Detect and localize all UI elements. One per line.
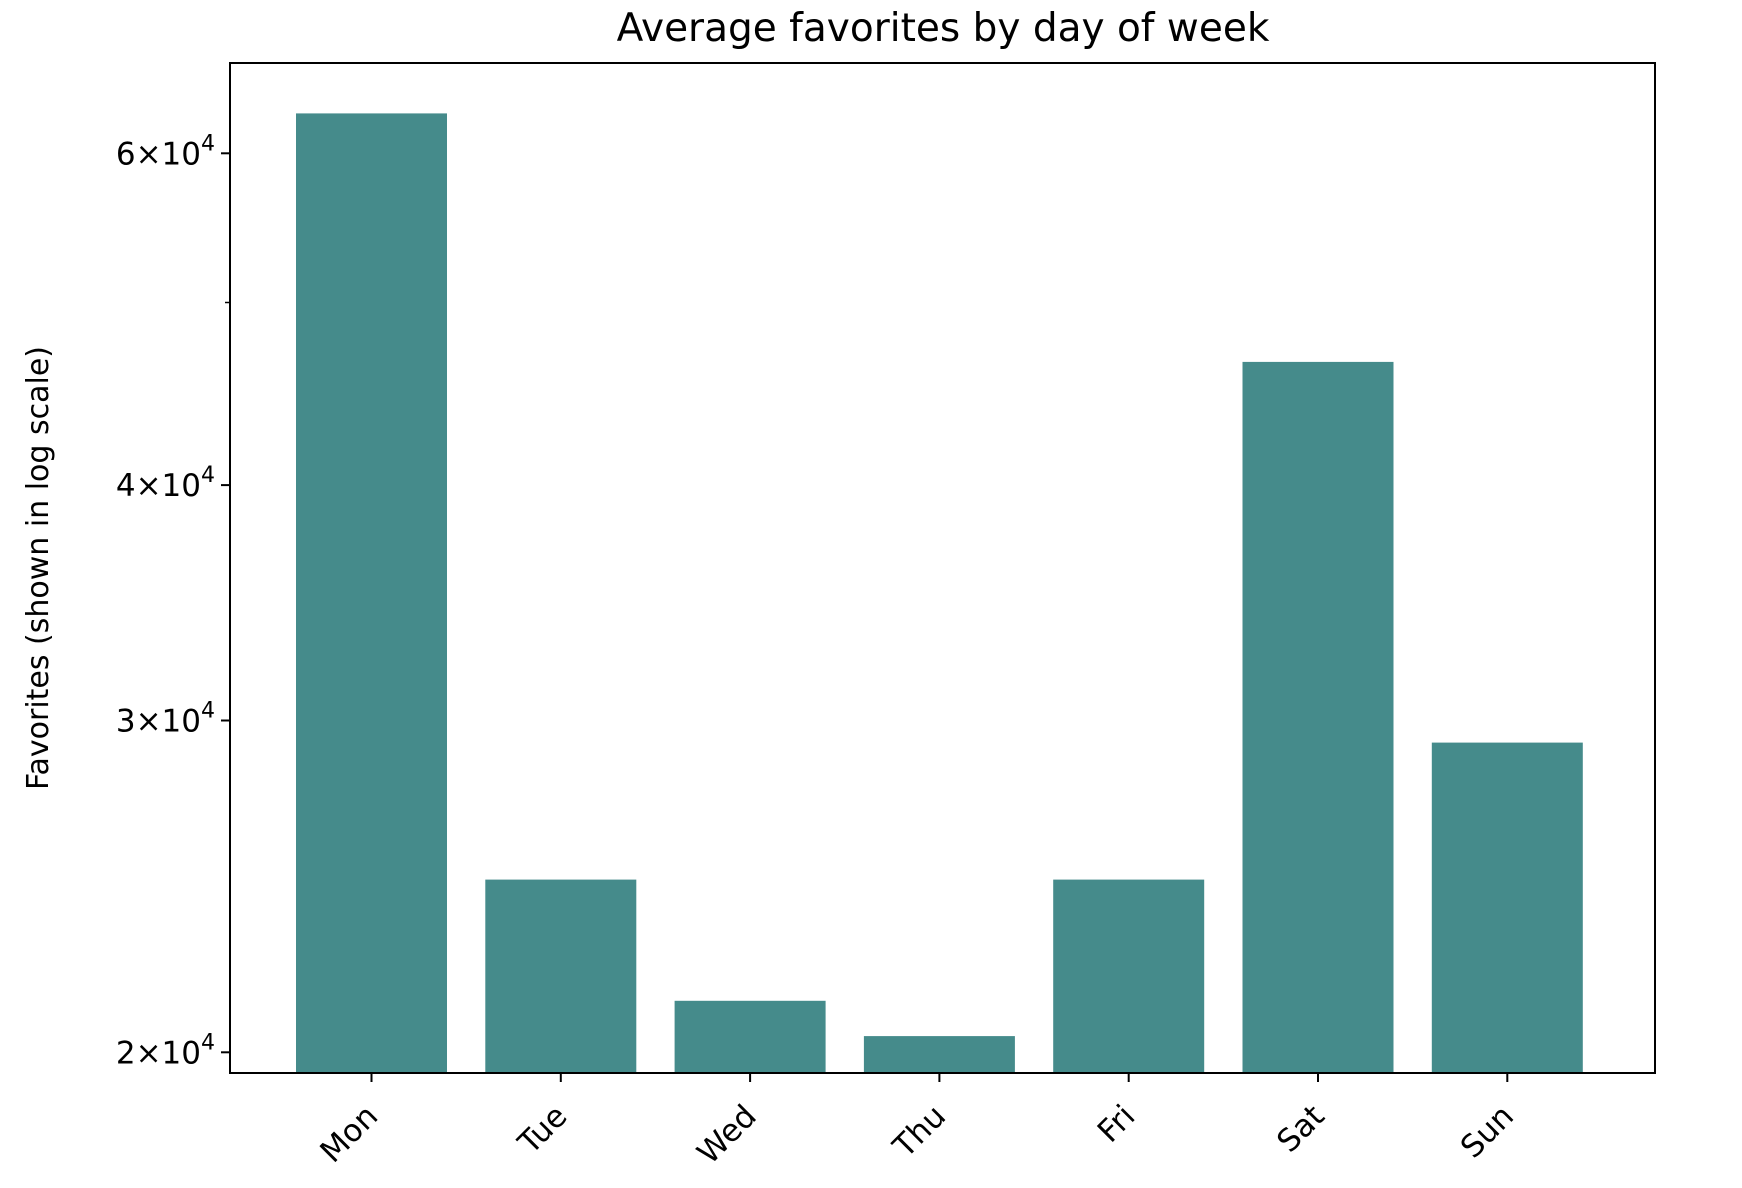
y-tick-times: × [136, 468, 162, 504]
x-tick-label-thu: Thu [886, 1098, 953, 1165]
y-tick-mantissa: 6 [116, 136, 136, 172]
y-axis-label: Favorites (shown in log scale) [21, 346, 56, 790]
axes-frame [229, 62, 1656, 1074]
bar-sun [1431, 742, 1583, 1073]
y-tick-base: 10 [162, 704, 201, 740]
y-tick-label: 3×104 [116, 699, 215, 740]
y-tick-exponent: 4 [201, 1030, 215, 1055]
y-tick-label: 4×104 [116, 463, 215, 504]
y-tick-times: × [136, 1035, 162, 1071]
x-tick-label-sun: Sun [1454, 1098, 1521, 1165]
y-tick-mantissa: 3 [116, 704, 136, 740]
bar-tue [485, 879, 637, 1073]
bar-mon [296, 113, 447, 1073]
bar-fri [1053, 879, 1205, 1073]
y-tick-label: 2×104 [116, 1030, 215, 1071]
y-tick-times: × [136, 136, 162, 172]
y-tick-mantissa: 4 [116, 468, 136, 504]
y-tick-base: 10 [162, 136, 201, 172]
y-tick-exponent: 4 [201, 699, 215, 724]
y-tick-exponent: 4 [201, 463, 215, 488]
y-tick-base: 10 [162, 468, 201, 504]
bar-wed [674, 1000, 826, 1073]
x-tick-label-mon: Mon [313, 1098, 385, 1170]
plot-area [230, 63, 1655, 1073]
bars-layer [296, 113, 1583, 1073]
plot-background [230, 63, 1655, 1073]
y-tick-times: × [136, 704, 162, 740]
bar-thu [863, 1036, 1015, 1073]
bar-sat [1242, 361, 1394, 1073]
chart-title: Average favorites by day of week [617, 6, 1270, 51]
y-tick-base: 10 [162, 1035, 201, 1071]
y-tick-mantissa: 2 [116, 1035, 136, 1071]
x-tick-label-fri: Fri [1091, 1098, 1143, 1150]
x-tick-label-tue: Tue [511, 1098, 575, 1162]
x-tick-label-wed: Wed [691, 1098, 764, 1171]
x-tick-label-sat: Sat [1270, 1098, 1331, 1159]
x-axis-ticks: Mon Tue Wed Thu Fri Sat Sun [313, 1073, 1521, 1171]
y-tick-label: 6×104 [116, 131, 215, 172]
y-tick-exponent: 4 [201, 131, 215, 156]
